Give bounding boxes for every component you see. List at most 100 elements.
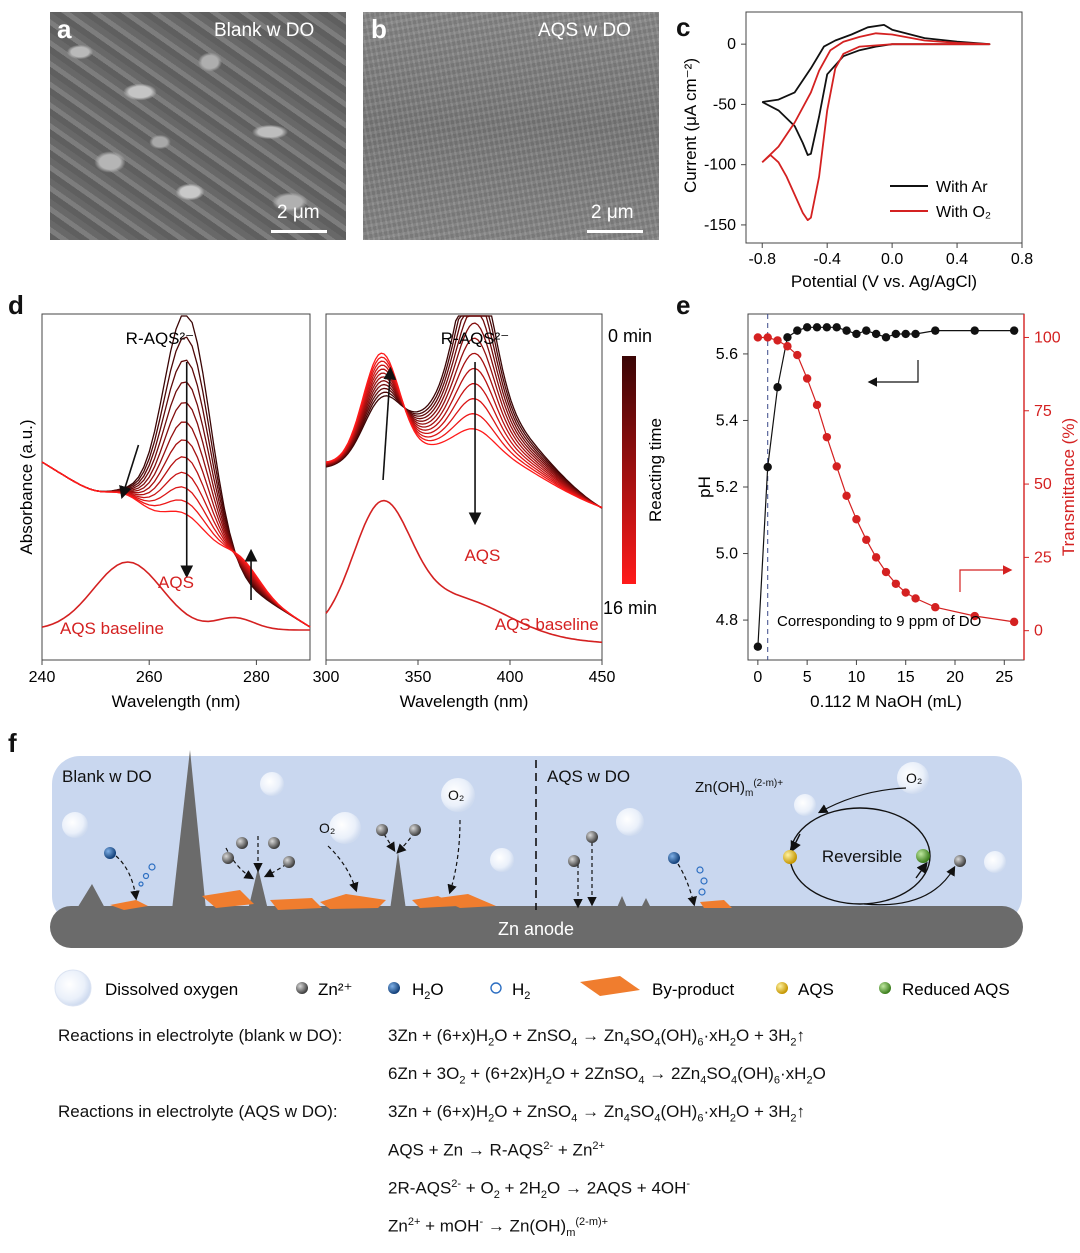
- schematic-legend: Dissolved oxygen Zn²⁺ H2O H2 By-product …: [54, 969, 1010, 1007]
- data-point: [773, 382, 782, 392]
- data-point: [802, 323, 812, 332]
- data-point: [911, 329, 920, 339]
- sem-image-blank: [50, 12, 346, 240]
- data-point: [1009, 326, 1019, 335]
- y-tick-label: -50: [713, 96, 736, 113]
- x-tick-label: 0: [753, 669, 762, 686]
- zn-ions: [222, 824, 966, 868]
- y-axis-label: pH: [695, 476, 714, 498]
- data-point: [891, 329, 901, 339]
- y-tick-label: -100: [704, 157, 736, 174]
- dendrite-large: [172, 750, 206, 910]
- aqs-baseline-left: [41, 561, 310, 631]
- colorbar-top-label: 0 min: [608, 326, 652, 346]
- dendrite: [76, 884, 106, 910]
- plot-frame-left: [41, 313, 311, 661]
- reaction-aqs-4: Zn2+ + mOH- → Zn(OH)m(2-m)+: [388, 1216, 609, 1240]
- dendrite: [248, 868, 268, 910]
- y-axis-label: Current (μA cm⁻²): [681, 58, 700, 193]
- y2-tick-label: 0: [1034, 623, 1043, 640]
- x-tick-label: 260: [136, 669, 163, 686]
- data-point: [862, 535, 871, 544]
- data-point: [812, 323, 822, 332]
- y2-tick-label: 100: [1034, 329, 1061, 346]
- water-molecule: [668, 852, 680, 864]
- data-point: [901, 329, 910, 339]
- aqs-molecule: [783, 850, 797, 864]
- data-point: [911, 594, 920, 603]
- x-tick-label: 15: [897, 669, 915, 686]
- panel-label-c: c: [676, 12, 691, 42]
- electrolyte-region: [52, 756, 1022, 924]
- reaction-aqs-1: 3Zn + (6+x)H2O + ZnSO4 → Zn4SO4(OH)6·xH2…: [388, 1102, 806, 1125]
- sem-title-b: AQS w DO: [538, 20, 631, 41]
- reaction-aqs-2: AQS + Zn → R-AQS2- + Zn2+: [388, 1140, 605, 1160]
- data-point: [793, 350, 802, 360]
- x-tick-label: 20: [946, 669, 964, 686]
- spectrum-line: [325, 352, 603, 509]
- byproduct-deposits: [110, 890, 732, 910]
- data-point: [881, 567, 891, 577]
- reaction-blank-1: 3Zn + (6+x)H2O + ZnSO4 → Zn4SO4(OH)6·xH2…: [388, 1026, 806, 1049]
- left-title: Blank w DO: [62, 767, 152, 786]
- dendrite: [390, 852, 406, 910]
- reduced-aqs-molecule: [916, 849, 930, 863]
- x-axis-label-right: Wavelength (nm): [400, 692, 529, 711]
- y-tick-label: 0: [727, 36, 736, 53]
- x-tick-label: 280: [243, 669, 270, 686]
- y2-tick-label: 75: [1034, 403, 1052, 420]
- scale-bar-b: [587, 230, 643, 233]
- anode-label: Zn anode: [498, 919, 574, 939]
- uv-vis-chart: 240 260 280 300 350 400 450 Wavelength (nm) Wave…: [17, 313, 665, 711]
- data-point: [931, 603, 940, 612]
- scale-bar-a: [271, 230, 327, 233]
- spectrum-line: [41, 461, 311, 628]
- spectrum-line: [325, 352, 603, 509]
- spectrum-line: [325, 360, 603, 509]
- arrow-up: [382, 366, 397, 481]
- legend-h2o: H2O: [412, 980, 444, 1002]
- y-tick-label: 5.6: [716, 346, 738, 363]
- data-point: [783, 333, 792, 342]
- colorbar: [622, 356, 636, 584]
- zn-anode: [50, 906, 1023, 948]
- data-point: [812, 400, 822, 410]
- data-point: [901, 588, 910, 597]
- data-point: [891, 579, 901, 588]
- spectrum-line: [325, 367, 603, 509]
- reaction-blank-2: 6Zn + 3O2 + (6+2x)H2O + 2ZnSO4 → 2Zn4SO4…: [388, 1064, 826, 1087]
- panel-label-f: f: [8, 728, 17, 758]
- data-point: [970, 611, 979, 621]
- data-point: [753, 642, 763, 651]
- data-point: [842, 326, 851, 335]
- legend-label: With Ar: [936, 179, 988, 196]
- data-point: [773, 336, 782, 345]
- o2-label-2: O₂: [448, 787, 464, 803]
- callout-arrow-transmittance: [959, 565, 1013, 592]
- x-tick-label: 400: [497, 669, 524, 686]
- y-tick-label: 5.4: [716, 412, 738, 429]
- dendrite: [616, 896, 628, 910]
- panel-label-e: e: [676, 290, 691, 320]
- annotation-do: Corresponding to 9 ppm of DO: [777, 613, 981, 630]
- y-tick-label: 5.0: [716, 546, 738, 563]
- y-tick-label: -150: [704, 217, 736, 234]
- data-point: [862, 326, 871, 335]
- data-point: [763, 333, 772, 342]
- data-point: [822, 432, 832, 442]
- titration-chart: 0 5 10 15 20 25 4.8 5.0 5.2 5.4 5.6 0 25 50 75 100 0.112…: [695, 313, 1078, 711]
- o2-label-3: O₂: [906, 770, 922, 786]
- data-point: [842, 491, 851, 500]
- data-point: [832, 462, 841, 471]
- y-axis-label: Absorbance (a.u.): [17, 419, 36, 554]
- x-tick-label: 0.4: [946, 251, 968, 268]
- x-tick-label: 350: [405, 669, 432, 686]
- plot-frame-right: [325, 313, 603, 661]
- spectrum-line: [325, 315, 603, 509]
- right-title: AQS w DO: [547, 767, 630, 786]
- data-point: [822, 323, 832, 332]
- reversible-label: Reversible: [822, 847, 902, 866]
- annotation-baseline-right: AQS baseline: [495, 615, 599, 634]
- data-point: [852, 329, 861, 339]
- x-tick-label: 450: [589, 669, 616, 686]
